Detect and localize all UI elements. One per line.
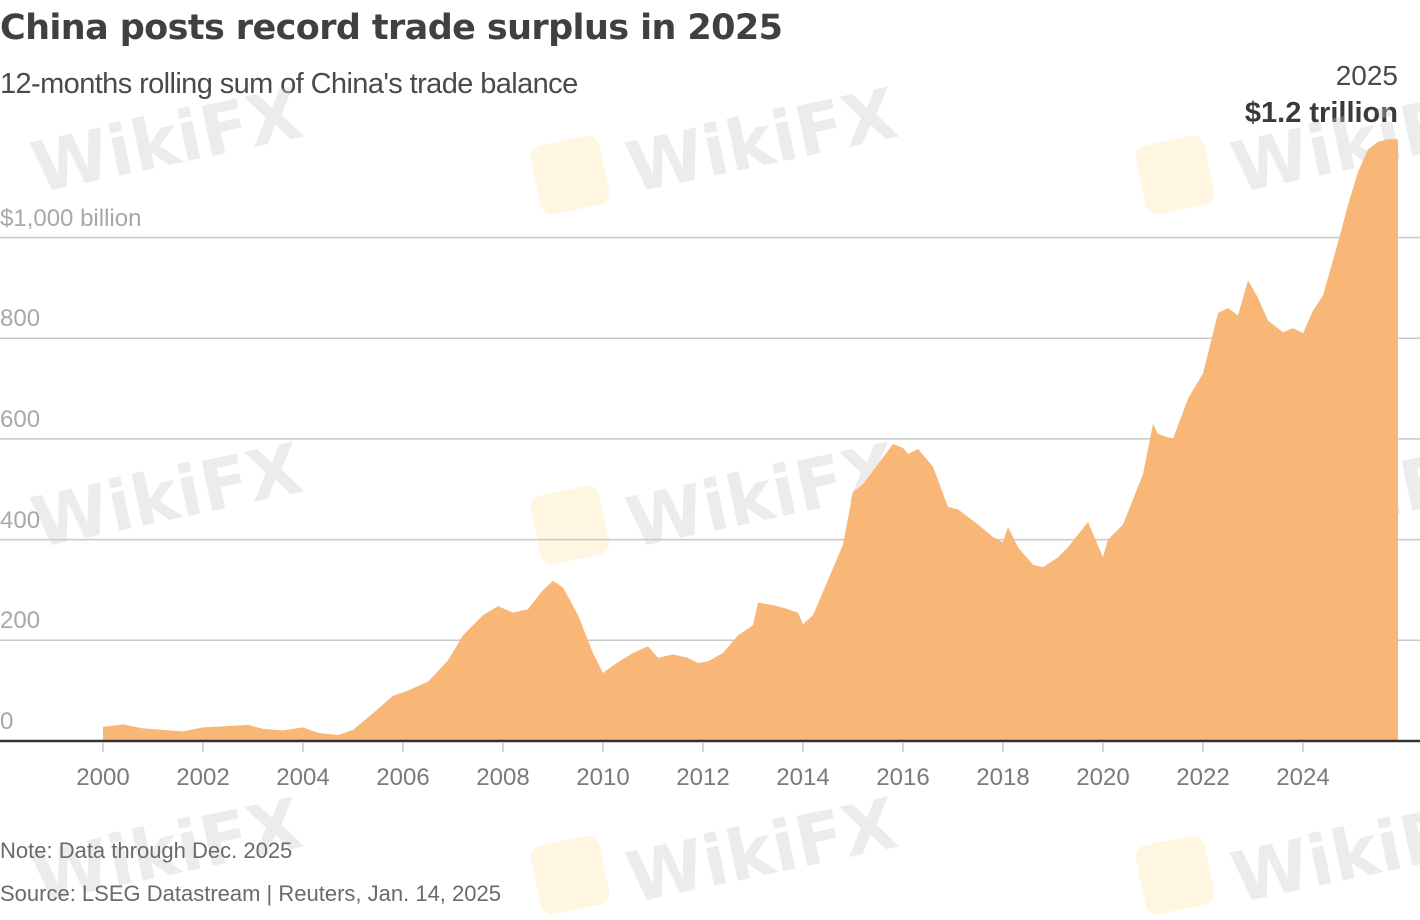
y-axis-label: 200 — [0, 607, 41, 635]
y-axis-label: 800 — [0, 305, 41, 333]
x-axis-label: 2016 — [876, 764, 930, 791]
y-axis-label: 0 — [0, 708, 14, 735]
x-axis-label: 2014 — [776, 764, 830, 791]
x-axis-label: 2012 — [676, 764, 730, 791]
trade-balance-area — [103, 139, 1398, 742]
x-axis-label: 2020 — [1076, 764, 1130, 791]
x-axis-label: 2010 — [576, 764, 630, 791]
y-axis-label: $1,000 billion — [0, 204, 142, 232]
chart-note: Note: Data through Dec. 2025 — [0, 838, 293, 863]
x-axis-label: 2000 — [76, 764, 130, 791]
chart-title: China posts record trade surplus in 2025 — [0, 8, 783, 48]
x-axis-label: 2018 — [976, 764, 1030, 791]
x-axis-label: 2002 — [176, 764, 230, 791]
x-axis-label: 2024 — [1276, 764, 1330, 791]
annotation-value: $1.2 trillion — [1244, 97, 1398, 129]
y-axis-label: 400 — [0, 506, 41, 534]
x-axis-label: 2006 — [376, 764, 430, 791]
x-axis-label: 2008 — [476, 764, 530, 791]
x-axis-label: 2004 — [276, 764, 330, 791]
x-axis-label: 2022 — [1176, 764, 1230, 791]
chart-subtitle: 12-months rolling sum of China's trade b… — [0, 68, 578, 100]
chart-source: Source: LSEG Datastream | Reuters, Jan. … — [0, 881, 501, 906]
annotation-year: 2025 — [1335, 60, 1398, 91]
y-axis-label: 600 — [0, 405, 41, 433]
x-axis-ticks — [102, 743, 1304, 752]
